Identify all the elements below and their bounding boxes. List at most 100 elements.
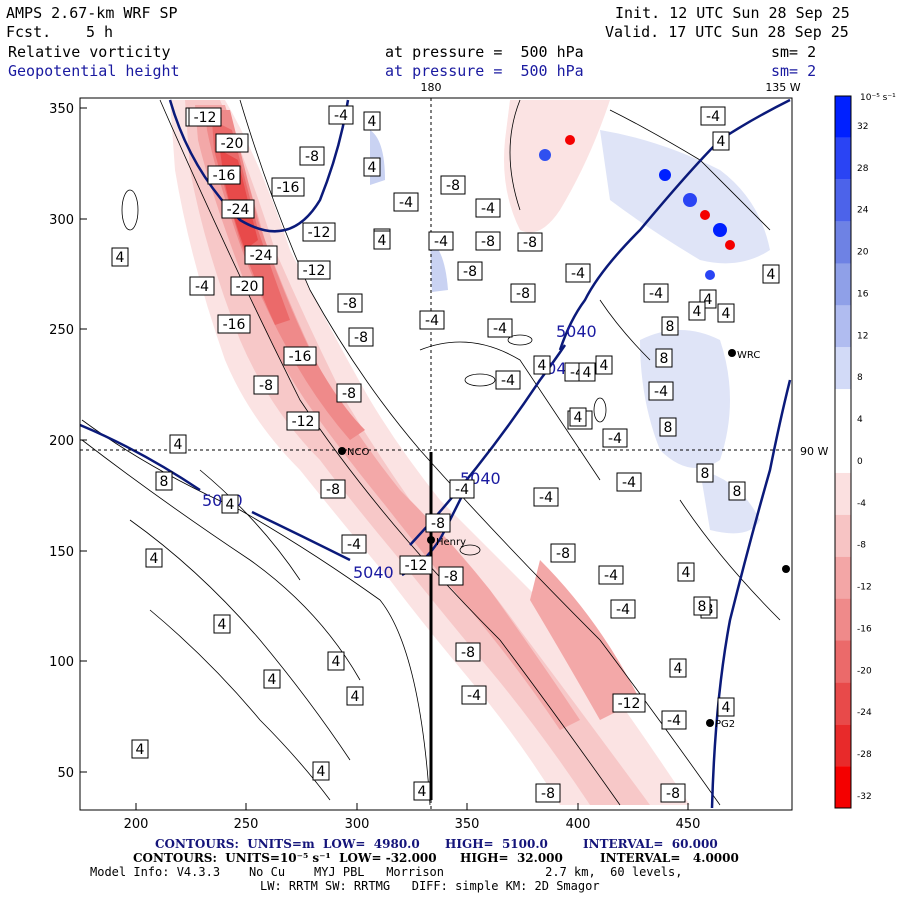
colorbar-tick-label: 8 <box>857 373 863 383</box>
vorticity-contour-labels: -12-20-16-16-24-8-24-20-4-16-12-12-12-8-… <box>111 105 780 803</box>
vorticity-label: -8 <box>305 149 319 165</box>
vorticity-label-box <box>263 669 281 689</box>
vorticity-label: -4 <box>649 286 663 302</box>
vorticity-label: -8 <box>516 286 530 302</box>
colorbar-swatch <box>835 472 851 515</box>
vorticity-label-box <box>449 479 475 499</box>
vorticity-label-box <box>213 614 231 634</box>
vorticity-label: 4 <box>368 114 377 130</box>
colorbar-tick-label: 32 <box>857 122 868 132</box>
vorticity-label: 8 <box>698 599 707 615</box>
vorticity-label: -20 <box>236 279 259 295</box>
vorticity-label: 4 <box>693 304 702 320</box>
vorticity-label: -4 <box>481 201 495 217</box>
vorticity-label: -4 <box>501 373 515 389</box>
vorticity-label-box <box>717 697 735 717</box>
forecast-label: Fcst. <box>6 23 52 41</box>
vorticity-label-box <box>341 534 367 554</box>
station-label-henry: Henry <box>436 537 466 548</box>
vorticity-label-box <box>677 562 695 582</box>
colorbar-tick-label: 28 <box>857 164 869 174</box>
axis-ticks <box>80 107 689 810</box>
vorticity-label-box <box>510 283 536 303</box>
vorticity-label-box <box>221 199 255 219</box>
vorticity-label: -4 <box>539 490 553 506</box>
colorbar-swatch <box>835 389 851 432</box>
vorticity-label: -4 <box>667 713 681 729</box>
vorticity-label: -12 <box>292 414 315 430</box>
vorticity-label-box <box>659 417 677 437</box>
y-tick-label: 200 <box>49 434 74 449</box>
vorticity-label: -4 <box>399 195 413 211</box>
vorticity-label-box <box>283 346 317 366</box>
vorticity-label: -24 <box>227 202 250 218</box>
x-tick-label: 200 <box>124 817 149 832</box>
vorticity-label-box <box>188 107 222 127</box>
vorticity-label-box <box>533 487 559 507</box>
vorticity-label-box <box>455 642 481 662</box>
y-tick-label: 150 <box>49 545 74 560</box>
vorticity-label: -16 <box>213 168 236 184</box>
vorticity-label-box <box>131 739 149 759</box>
vorticity-label-box <box>302 222 336 242</box>
vorticity-label: -16 <box>277 180 300 196</box>
vorticity-label-box <box>428 231 454 251</box>
vorticity-label-box <box>655 348 673 368</box>
vorticity-label: 4 <box>116 250 125 266</box>
station-label-pg2: PG2 <box>715 719 735 730</box>
vorticity-label-box <box>230 276 264 296</box>
colorbar-tick-label: -20 <box>857 666 872 676</box>
vorticity-label-box <box>535 783 561 803</box>
colorbar-tick-label: -32 <box>857 792 872 802</box>
field-geopotential: Geopotential height <box>8 62 180 80</box>
vorticity-contours <box>81 99 781 806</box>
vorticity-label: -4 <box>347 537 361 553</box>
station-label-nco: NCO <box>347 447 369 458</box>
vorticity-label: -8 <box>354 330 368 346</box>
vorticity-label-box <box>475 198 501 218</box>
lon-180-label: 180 <box>421 81 442 94</box>
colorbar-swatch <box>835 263 851 306</box>
smoothing-1: sm= 2 <box>771 43 817 61</box>
vorticity-label-box <box>320 479 346 499</box>
colorbar-swatch <box>835 431 851 473</box>
vorticity-label-box <box>327 651 345 671</box>
vorticity-label-box <box>578 362 596 382</box>
vorticity-label-box <box>312 761 330 781</box>
vorticity-label: 4 <box>351 689 360 705</box>
vorticity-label-box <box>487 318 513 338</box>
vorticity-label: 8 <box>160 474 169 490</box>
vorticity-label-box <box>533 355 551 375</box>
y-axis-labels: 350 300 250 200 150 100 50 <box>49 102 74 781</box>
y-tick-label: 100 <box>49 655 74 670</box>
y-tick-label: 250 <box>49 323 74 338</box>
vorticity-label-box <box>336 383 362 403</box>
colorbar-tick-label: -28 <box>857 750 872 760</box>
vorticity-label: -4 <box>616 602 630 618</box>
stations: WRC NCO Henry PG2 <box>338 349 790 730</box>
vorticity-label: -8 <box>523 235 537 251</box>
vorticity-label-box <box>399 555 433 575</box>
vorticity-label-box <box>299 146 325 166</box>
vorticity-label-box <box>217 314 251 334</box>
vorticity-label-box <box>569 407 587 427</box>
vorticity-label: -16 <box>223 317 246 333</box>
footer-physics: LW: RRTM SW: RRTMG DIFF: simple KM: 2D S… <box>260 879 600 893</box>
height-label: 5040 <box>556 322 597 341</box>
station-label-wrc: WRC <box>737 350 760 361</box>
vorticity-label: 8 <box>701 466 710 482</box>
vorticity-label: 4 <box>150 551 159 567</box>
vorticity-label: 4 <box>226 497 235 513</box>
vorticity-label-box <box>688 301 706 321</box>
vorticity-label-box <box>297 260 331 280</box>
vorticity-label: 8 <box>733 484 742 500</box>
colorbar-swatch <box>835 347 851 390</box>
vorticity-label: 4 <box>717 134 726 150</box>
vorticity-label: -12 <box>618 696 641 712</box>
footer-vort-interval: INTERVAL= 4.0000 <box>600 851 739 865</box>
colorbar-tick-label: -12 <box>857 583 872 593</box>
vorticity-label: -4 <box>334 108 348 124</box>
vorticity-label: 4 <box>538 358 547 374</box>
vorticity-label: -4 <box>455 482 469 498</box>
